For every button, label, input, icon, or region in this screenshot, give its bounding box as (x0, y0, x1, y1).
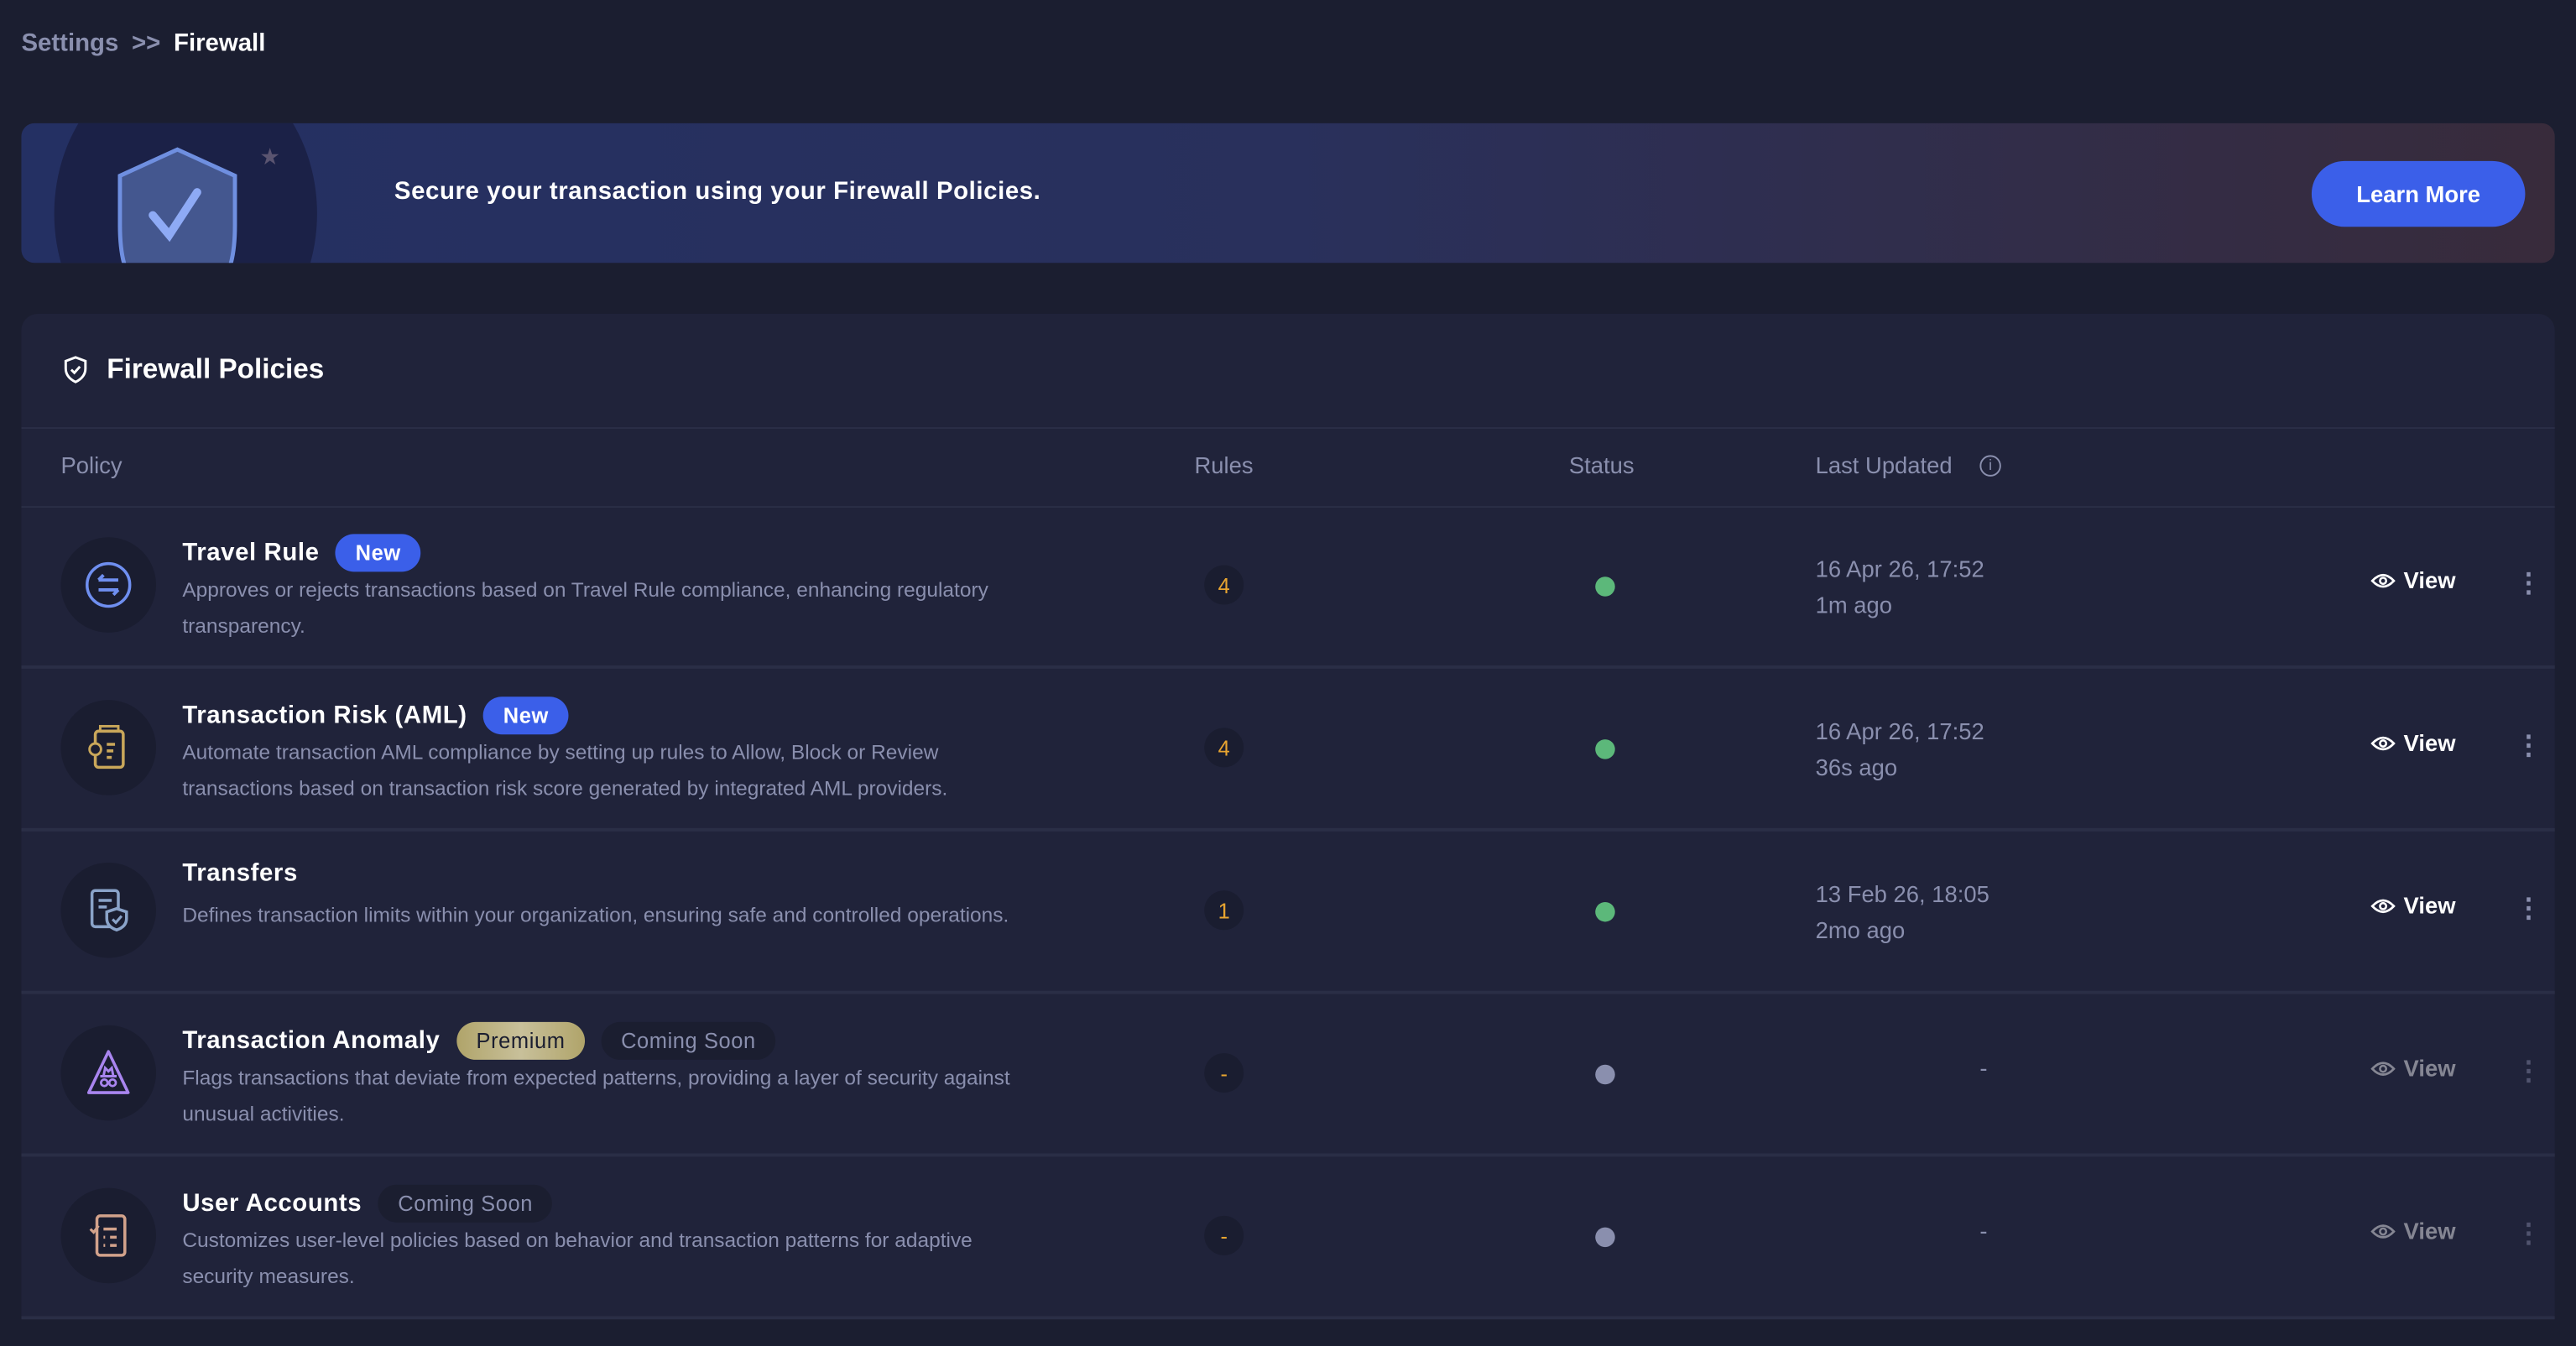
updated-ago: 1m ago (1815, 591, 1893, 618)
policy-name-line: Transaction Anomaly Premium Coming Soon (182, 1021, 776, 1060)
table-header: Policy Rules Status Last Updated i (21, 427, 2555, 509)
rules-count: 4 (1204, 565, 1244, 605)
policy-description: Automate transaction AML compliance by s… (182, 741, 948, 800)
column-policy: Policy (60, 451, 123, 478)
policy-name: Travel Rule (182, 539, 320, 567)
badge-new: New (336, 534, 421, 572)
column-rules: Rules (1194, 451, 1254, 478)
rules-count: 4 (1204, 728, 1244, 768)
updated-date: 13 Feb 26, 18:05 (1815, 880, 1989, 907)
breadcrumb-current: Firewall (173, 29, 266, 58)
view-button[interactable]: View (2370, 892, 2456, 919)
last-updated: - (1979, 1055, 1988, 1082)
more-options-icon[interactable]: ⋮ (2515, 1220, 2542, 1249)
policy-name-line: Travel Rule New (182, 534, 421, 572)
status-indicator (1595, 1064, 1615, 1085)
last-updated: 16 Apr 26, 17:52 36s ago (1816, 713, 1984, 785)
view-button[interactable]: View (2370, 1217, 2456, 1244)
policy-name: Transaction Anomaly (182, 1026, 441, 1056)
breadcrumb: Settings >> Firewall (21, 29, 265, 57)
document-shield-icon (60, 862, 157, 958)
rules-count: - (1204, 1053, 1244, 1093)
more-options-icon[interactable]: ⋮ (2515, 570, 2542, 598)
transfer-arrows-icon (60, 537, 157, 633)
policy-description: Flags transactions that deviate from exp… (182, 1066, 1010, 1125)
badge-new: New (483, 696, 569, 735)
view-label: View (2403, 729, 2456, 756)
badge-soon: Coming Soon (378, 1184, 553, 1223)
last-updated: - (1979, 1217, 1988, 1244)
view-label: View (2403, 892, 2456, 919)
view-button[interactable]: View (2370, 729, 2456, 756)
column-status: Status (1568, 451, 1635, 478)
firewall-policies-card: Firewall Policies Policy Rules Status La… (21, 313, 2555, 1320)
policy-description: Customizes user-level policies based on … (182, 1229, 973, 1288)
last-updated: 16 Apr 26, 17:52 1m ago (1816, 550, 1984, 623)
policy-description: Defines transaction limits within your o… (182, 903, 1009, 927)
updated-ago: 2mo ago (1815, 916, 1906, 943)
eye-icon (2370, 735, 2396, 750)
policy-row[interactable]: Transaction Anomaly Premium Coming Soon Fl… (21, 993, 2555, 1157)
star-icon: ★ (259, 143, 280, 170)
updated-ago: 36s ago (1815, 754, 1898, 781)
policy-name: User Accounts (182, 1189, 362, 1218)
policy-name: Transfers (182, 859, 298, 888)
status-indicator (1595, 901, 1615, 922)
breadcrumb-separator: >> (132, 29, 161, 58)
policy-row[interactable]: User Accounts Coming Soon Customizes user… (21, 1155, 2555, 1320)
eye-icon (2370, 572, 2396, 587)
card-header: Firewall Policies (60, 353, 324, 386)
banner-message: Secure your transaction using your Firew… (394, 177, 1041, 206)
shield-icon (64, 356, 87, 383)
status-indicator (1595, 1227, 1615, 1248)
column-last-updated: Last Updated (1815, 451, 1953, 478)
eye-icon (2370, 1223, 2396, 1238)
incognito-icon (60, 1025, 157, 1121)
policy-name-line: Transaction Risk (AML) New (182, 696, 569, 735)
eye-icon (2370, 1061, 2396, 1075)
policy-row[interactable]: Travel Rule New Approves or rejects trans… (21, 504, 2555, 669)
policy-description: Approves or rejects transactions based o… (182, 578, 988, 637)
status-indicator (1595, 739, 1615, 759)
eye-icon (2370, 898, 2396, 913)
badge-soon: Coming Soon (601, 1021, 776, 1060)
policy-row[interactable]: Transaction Risk (AML) New Automate trans… (21, 667, 2555, 832)
rules-count: 1 (1204, 890, 1244, 931)
more-options-icon[interactable]: ⋮ (2515, 895, 2542, 924)
policy-name: Transaction Risk (AML) (182, 702, 467, 730)
policy-name-line: Transfers (182, 859, 298, 887)
updated-date: 16 Apr 26, 17:52 (1815, 717, 1984, 744)
view-label: View (2403, 1217, 2456, 1244)
learn-more-button[interactable]: Learn More (2311, 160, 2526, 227)
policy-name-line: User Accounts Coming Soon (182, 1184, 553, 1223)
info-icon[interactable]: i (1979, 455, 2001, 477)
shield-check-icon (117, 147, 237, 263)
risk-document-icon (60, 700, 157, 796)
more-options-icon[interactable]: ⋮ (2515, 733, 2542, 761)
more-options-icon[interactable]: ⋮ (2515, 1057, 2542, 1087)
view-label: View (2403, 1055, 2456, 1082)
checklist-icon (60, 1187, 157, 1284)
view-button[interactable]: View (2370, 1055, 2456, 1082)
view-label: View (2403, 566, 2456, 593)
firewall-banner: ★ Secure your transaction using your Fir… (21, 123, 2555, 263)
status-indicator (1595, 576, 1615, 597)
updated-date: 16 Apr 26, 17:52 (1815, 555, 1984, 582)
badge-prem: Premium (456, 1021, 585, 1060)
card-title: Firewall Policies (107, 352, 325, 385)
rules-count: - (1204, 1215, 1244, 1255)
view-button[interactable]: View (2370, 566, 2456, 593)
last-updated: 13 Feb 26, 18:05 2mo ago (1816, 876, 1989, 948)
breadcrumb-settings[interactable]: Settings (21, 29, 119, 58)
policy-row[interactable]: Transfers Defines transaction limits wit… (21, 830, 2555, 994)
